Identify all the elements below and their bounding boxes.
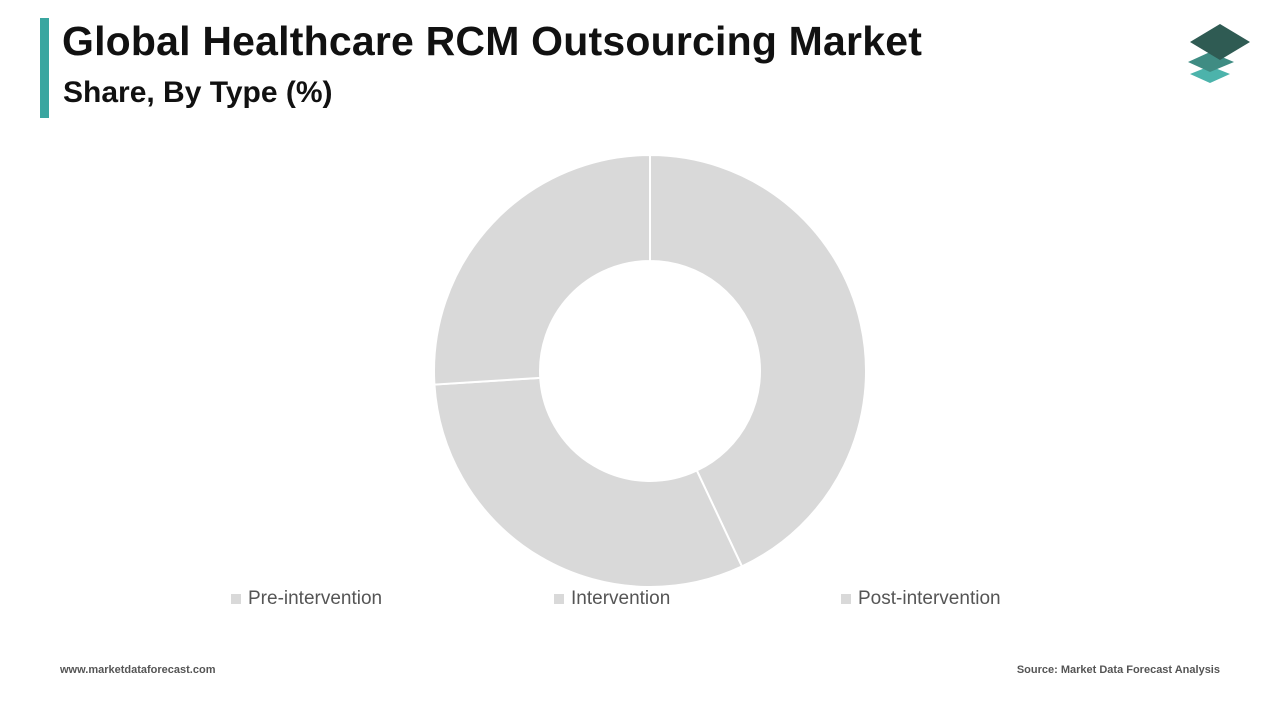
logo-layer-bottom <box>1190 66 1230 83</box>
logo-layer-middle <box>1188 52 1234 72</box>
logo-layer-top <box>1190 24 1250 60</box>
legend-label: Post-intervention <box>858 588 1001 609</box>
legend-label: Intervention <box>571 588 671 609</box>
donut-slice-intervention <box>433 376 744 588</box>
legend-item: Pre-intervention <box>231 588 382 610</box>
legend-item: Post-intervention <box>841 588 1001 610</box>
legend-swatch <box>231 594 241 604</box>
page-subtitle: Share, By Type (%) <box>63 76 333 109</box>
accent-bar <box>40 18 49 118</box>
donut-slice-pre-intervention <box>649 153 867 568</box>
legend-item: Intervention <box>554 588 670 610</box>
legend-label: Pre-intervention <box>248 588 383 609</box>
donut-slice-post-intervention <box>433 153 651 386</box>
donut-slices <box>433 153 867 588</box>
stacked-layers-icon <box>1188 24 1250 83</box>
website-credit: www.marketdataforecast.com <box>60 664 216 676</box>
source-note: Source: Market Data Forecast Analysis <box>1016 664 1220 676</box>
page-title: Global Healthcare RCM Outsourcing Market <box>62 18 923 64</box>
legend-swatch <box>841 594 851 604</box>
legend-swatch <box>554 594 564 604</box>
